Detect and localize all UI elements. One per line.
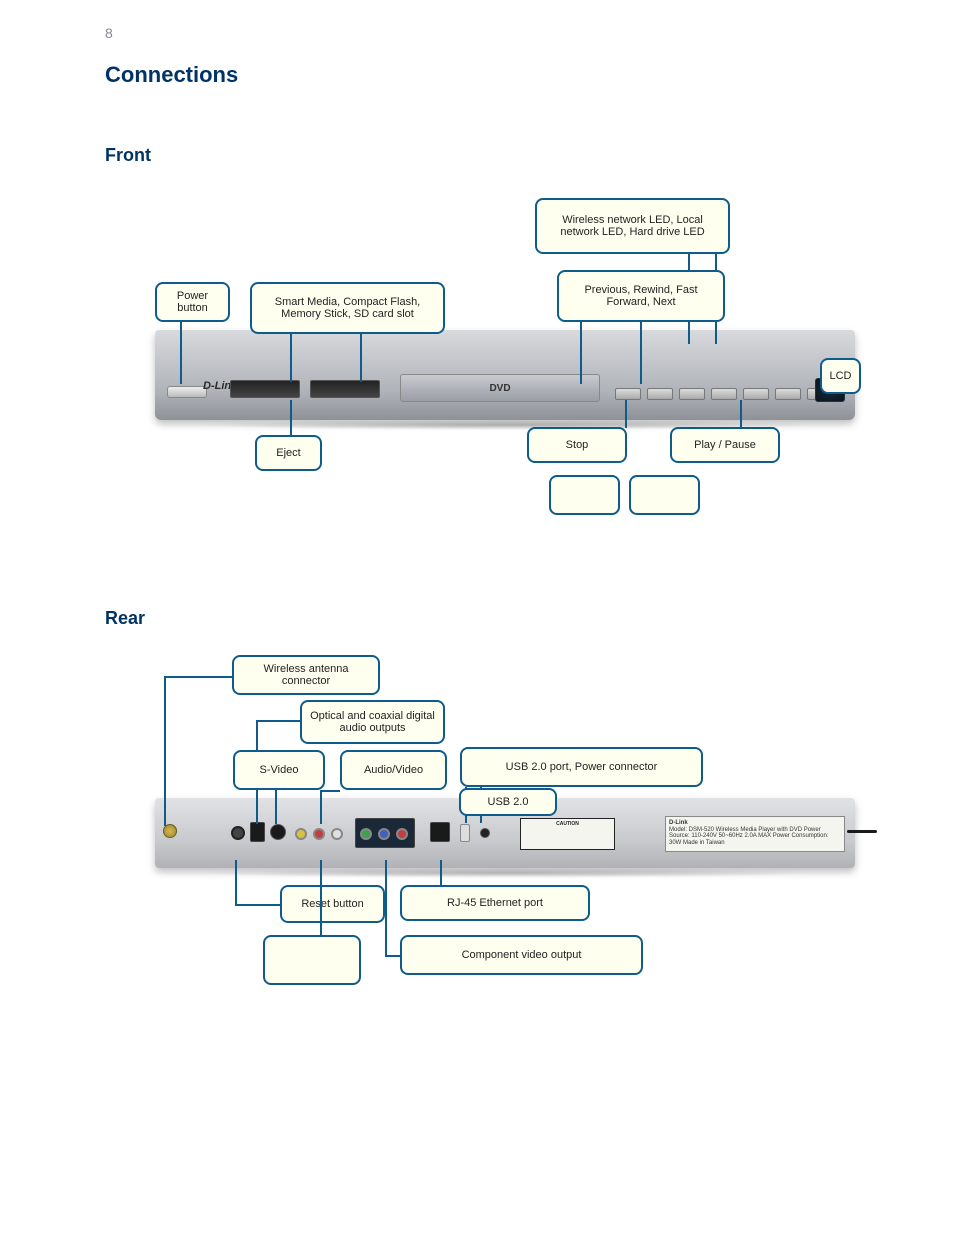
- lead: [385, 860, 387, 955]
- lead: [232, 675, 233, 676]
- page-number: 8: [105, 25, 113, 41]
- callout-play-2: [629, 475, 700, 515]
- antenna-connector: [163, 824, 177, 838]
- lead: [625, 400, 627, 428]
- callout-stop: Stop: [527, 427, 627, 463]
- lead: [164, 676, 232, 678]
- caution-label: CAUTION: [520, 818, 615, 850]
- rca-pr: [396, 828, 408, 840]
- callout-lcd: LCD: [820, 358, 861, 394]
- lead: [256, 720, 300, 722]
- callout-eject: Eject: [255, 435, 322, 471]
- front-title: Front: [105, 145, 151, 166]
- power-button-shape: [167, 386, 207, 398]
- rca-y: [360, 828, 372, 840]
- lead: [320, 790, 340, 792]
- callout-usb: USB 2.0: [459, 788, 557, 816]
- callout-transport: Previous, Rewind, Fast Forward, Next: [557, 270, 725, 322]
- dc-port: [480, 828, 490, 838]
- lead: [580, 322, 582, 384]
- callout-av: Audio/Video: [340, 750, 447, 790]
- rca-pb: [378, 828, 390, 840]
- front-btn-6: [775, 388, 801, 400]
- rear-title: Rear: [105, 608, 145, 629]
- callout-optical-coax: Optical and coaxial digital audio output…: [300, 700, 445, 744]
- lead: [320, 790, 322, 824]
- spec-text: Model: DSM-520 Wireless Media Player wit…: [669, 827, 841, 847]
- spec-brand: D-Link: [669, 820, 688, 826]
- callout-rj45: RJ-45 Ethernet port: [400, 885, 590, 921]
- card-slot-2: [310, 380, 380, 398]
- callout-card-slots: Smart Media, Compact Flash, Memory Stick…: [250, 282, 445, 334]
- callout-usb-power: USB 2.0 port, Power connector: [460, 747, 703, 787]
- lead: [290, 334, 292, 382]
- lead: [860, 375, 861, 377]
- callout-play-pause: Play / Pause: [670, 427, 780, 463]
- device-front: D-Link DVD: [155, 330, 855, 420]
- optical-port: [250, 822, 265, 842]
- front-btn-3: [679, 388, 705, 400]
- rca-left: [331, 828, 343, 840]
- callout-antenna: Wireless antenna connector: [232, 655, 380, 695]
- lead: [290, 400, 292, 435]
- lead: [235, 860, 237, 904]
- callout-component-2: [263, 935, 361, 985]
- spec-label: D-Link Model: DSM-520 Wireless Media Pla…: [665, 816, 845, 852]
- svideo-port: [270, 824, 286, 840]
- lead: [180, 322, 182, 384]
- lead: [235, 904, 280, 906]
- lead: [740, 400, 742, 428]
- section-title: Connections: [105, 62, 238, 88]
- front-btn-1: [615, 388, 641, 400]
- front-btn-2: [647, 388, 673, 400]
- rca-right: [313, 828, 325, 840]
- lead: [385, 955, 400, 957]
- dvd-tray: DVD: [400, 374, 600, 402]
- rca-video: [295, 828, 307, 840]
- callout-power: Power button: [155, 282, 230, 322]
- lead: [440, 860, 442, 885]
- front-btn-4: [711, 388, 737, 400]
- usb-port: [460, 824, 470, 842]
- front-btn-5: [743, 388, 769, 400]
- lead: [360, 334, 362, 382]
- lead: [164, 676, 166, 826]
- callout-reset: Reset button: [280, 885, 385, 923]
- card-slot-1: [230, 380, 300, 398]
- callout-wireless-led: Wireless network LED, Local network LED,…: [535, 198, 730, 254]
- rj45-port: [430, 822, 450, 842]
- callout-svideo: S-Video: [233, 750, 325, 790]
- callout-stop-2: [549, 475, 620, 515]
- lead: [640, 322, 642, 384]
- coaxial-port: [231, 826, 245, 840]
- lead: [275, 790, 277, 824]
- lead: [320, 860, 322, 935]
- power-cord: [847, 830, 877, 833]
- callout-component: Component video output: [400, 935, 643, 975]
